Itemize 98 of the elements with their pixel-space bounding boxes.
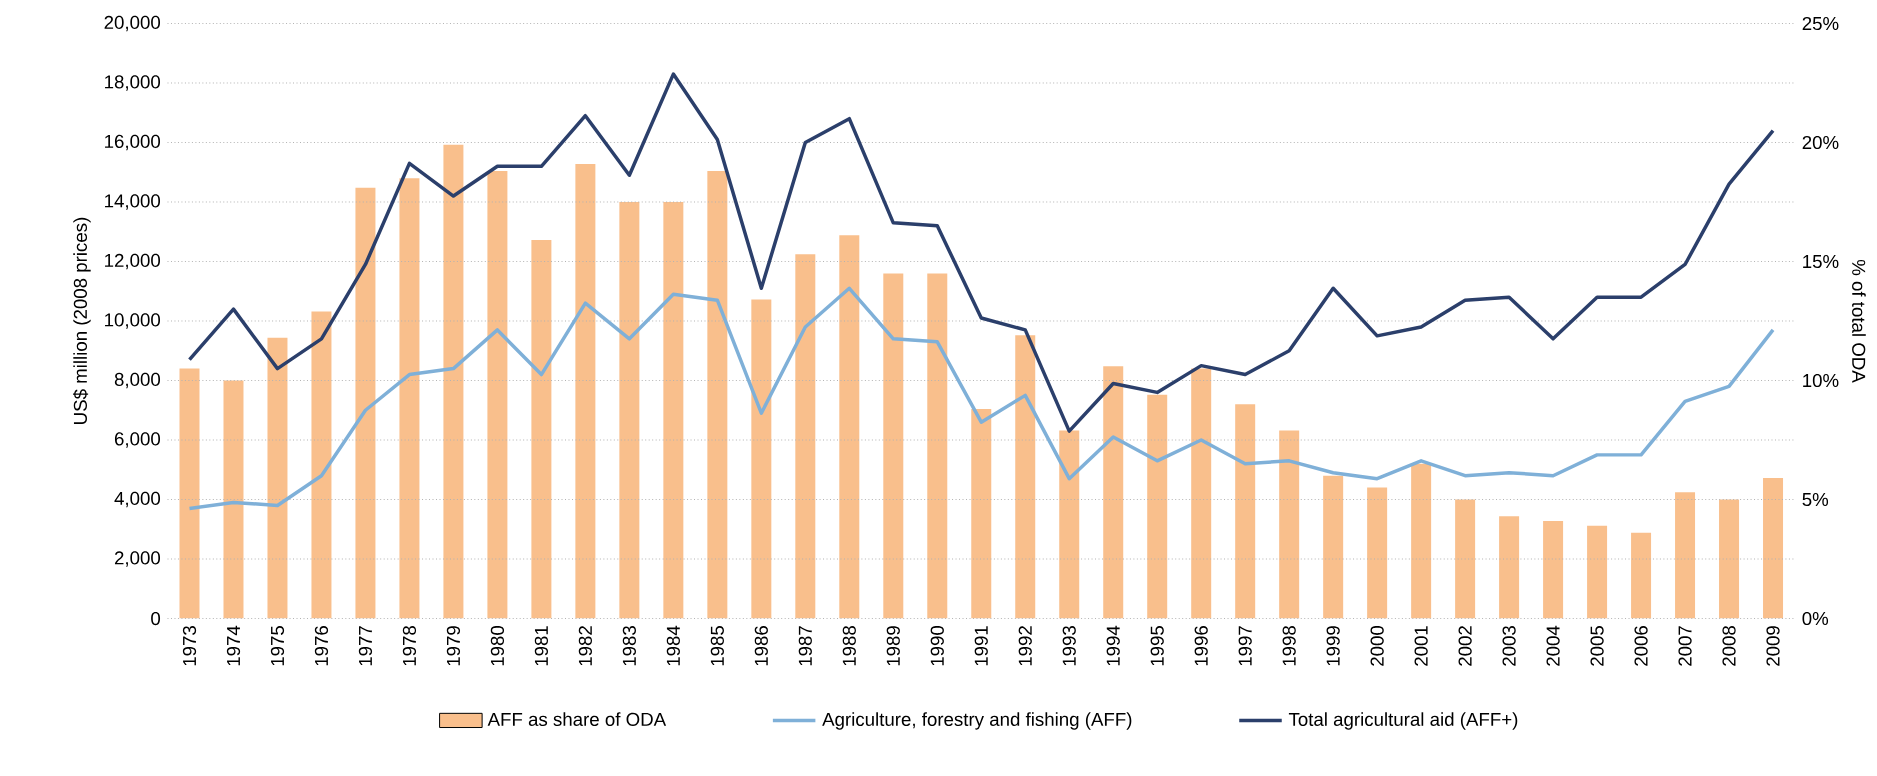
bar [795, 254, 816, 619]
legend-label: Agriculture, forestry and fishing (AFF) [822, 712, 1132, 730]
bar [355, 187, 376, 619]
bar [751, 299, 772, 619]
bar [1411, 463, 1432, 619]
y-tick-label: 10,000 [105, 313, 161, 329]
x-tick-label: 1998 [1282, 626, 1296, 666]
x-tick-label: 1995 [1150, 626, 1164, 666]
x-tick-label: 1996 [1194, 626, 1208, 666]
x-tick-label: 2000 [1370, 625, 1384, 666]
x-tick-label: 1980 [490, 625, 505, 666]
bar [399, 178, 420, 619]
bar [267, 337, 288, 619]
x-tick-label: 1977 [358, 626, 373, 666]
x-tick-label: 2003 [1502, 626, 1516, 666]
x-tick-label: 1997 [1238, 626, 1252, 666]
bar [575, 163, 596, 619]
bar [971, 409, 992, 619]
bar [1675, 492, 1696, 619]
y-tick-label: 14,000 [105, 194, 161, 210]
y2-tick-label: 25% [1802, 16, 1839, 31]
y-tick-label: 0 [151, 611, 161, 626]
bar [1499, 516, 1520, 619]
x-tick-label: 2002 [1458, 626, 1472, 666]
x-tick-label: 1986 [754, 626, 768, 666]
x-tick-label: 2007 [1678, 626, 1692, 666]
x-tick-label: 2006 [1634, 626, 1648, 666]
x-tick-label: 1989 [886, 626, 900, 666]
bar [1587, 525, 1608, 619]
bar [531, 240, 552, 619]
x-tick-label: 1984 [666, 625, 680, 666]
x-tick-label: 2008 [1722, 626, 1736, 666]
x-tick-label: 1985 [710, 626, 724, 666]
y2-axis-title: % of total ODA [1852, 259, 1866, 383]
y-axis-title: US$ million (2008 prices) [72, 217, 91, 424]
x-tick-label: 1983 [622, 626, 636, 666]
bar [1323, 475, 1344, 619]
x-tick-label: 1993 [1062, 626, 1076, 666]
x-tick-label: 1988 [842, 626, 856, 666]
x-tick-label: 1992 [1018, 626, 1032, 666]
bar [1059, 430, 1080, 619]
x-tick-label: 1979 [446, 626, 461, 666]
bar [1543, 520, 1564, 619]
legend-label: AFF as share of ODA [487, 712, 667, 726]
bar [663, 201, 684, 619]
bar [1103, 366, 1124, 619]
bar [619, 201, 640, 619]
bar [1147, 394, 1168, 619]
bar [487, 171, 508, 619]
bar [1763, 478, 1784, 619]
bar [1367, 487, 1388, 619]
y2-tick-label: 20% [1802, 135, 1839, 150]
bar [839, 235, 860, 619]
bar [927, 273, 948, 619]
y-tick-label: 18,000 [105, 75, 161, 91]
x-tick-label: 1973 [182, 626, 197, 666]
bar [1279, 430, 1300, 619]
line-series [187, 286, 1775, 511]
x-tick-label: 1987 [798, 626, 812, 666]
bar [311, 311, 332, 619]
legend-label: Total agricultural aid (AFF+) [1288, 712, 1518, 730]
y-tick-label: 2,000 [114, 551, 161, 567]
x-tick-label: 1975 [270, 626, 285, 666]
x-tick-label: 1982 [578, 626, 592, 666]
bar [1455, 499, 1476, 619]
bar [883, 273, 904, 619]
bar [1719, 499, 1740, 619]
bar [179, 368, 200, 619]
x-tick-label: 1994 [1106, 625, 1120, 666]
x-tick-label: 2009 [1766, 626, 1780, 666]
x-tick-label: 1978 [402, 626, 417, 666]
y-tick-label: 4,000 [114, 491, 161, 508]
x-tick-label: 1991 [974, 626, 988, 666]
y-tick-label: 12,000 [105, 253, 161, 270]
x-tick-label: 1974 [226, 625, 241, 666]
x-tick-label: 1999 [1326, 626, 1340, 666]
y2-tick-label: 5% [1802, 492, 1829, 507]
y-tick-label: 20,000 [104, 15, 161, 32]
bar [443, 144, 464, 619]
bar [1631, 532, 1652, 619]
bar [707, 171, 728, 619]
bar [1191, 368, 1212, 619]
x-tick-label: 1976 [314, 626, 329, 666]
y-tick-label: 6,000 [114, 432, 161, 448]
bar [223, 380, 244, 619]
x-tick-label: 2005 [1590, 626, 1604, 666]
y-tick-label: 16,000 [105, 134, 161, 151]
x-tick-label: 1981 [534, 626, 549, 666]
bar [1015, 335, 1036, 619]
y2-tick-label: 10% [1803, 373, 1839, 388]
line-series [187, 72, 1775, 433]
x-tick-label: 2004 [1546, 625, 1560, 666]
y2-tick-label: 15% [1803, 254, 1839, 269]
y2-tick-label: 0% [1802, 611, 1829, 626]
x-tick-label: 1990 [930, 625, 944, 666]
bar [1235, 404, 1256, 619]
y-tick-label: 8,000 [114, 372, 161, 389]
x-tick-label: 2001 [1414, 626, 1428, 666]
